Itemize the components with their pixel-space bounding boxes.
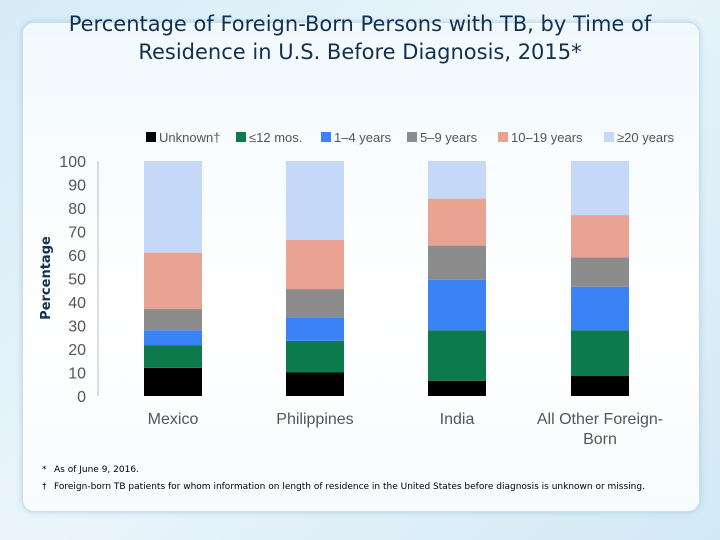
y-axis-label: Percentage — [39, 236, 54, 320]
legend-label: 1–4 years — [334, 130, 392, 145]
y-axis: 0 10 20 30 40 50 60 70 80 90 100 — [59, 154, 99, 406]
x-category-label: All Other Foreign-Born — [537, 411, 663, 448]
bar-segment — [428, 161, 486, 199]
bar-segment — [144, 330, 202, 346]
y-tick-label: 0 — [77, 389, 86, 406]
y-tick-label: 10 — [68, 366, 86, 383]
bar-segment — [428, 245, 486, 280]
footnote-1-mark: * — [42, 465, 47, 475]
bar-segment — [428, 330, 486, 381]
x-category-label: Mexico — [148, 411, 199, 428]
bar-segment — [286, 340, 344, 373]
bar-segment — [571, 215, 629, 258]
legend-swatch — [407, 132, 417, 142]
bar-segment — [428, 198, 486, 246]
bar-segment — [428, 380, 486, 396]
y-tick-label: 80 — [68, 201, 86, 218]
bar-segment — [286, 317, 344, 341]
bar-segment — [428, 279, 486, 331]
legend-swatch — [146, 132, 156, 142]
bar-segment — [286, 289, 344, 318]
y-tick-label: 90 — [68, 178, 86, 195]
bar-segment — [286, 239, 344, 290]
legend-swatch — [498, 132, 508, 142]
y-tick-label: 20 — [68, 342, 86, 359]
bar-segment — [144, 252, 202, 310]
y-tick-label: 50 — [68, 272, 86, 289]
legend-label: ≥20 years — [617, 130, 674, 145]
bars — [144, 161, 629, 396]
x-axis-categories: Mexico Philippines India All Other Foreign-… — [148, 411, 663, 448]
bar-segment — [286, 161, 344, 240]
bar-segment — [144, 309, 202, 331]
bar-segment — [144, 345, 202, 368]
y-tick-label: 30 — [68, 319, 86, 336]
x-category-label: Philippines — [276, 411, 353, 428]
y-tick-label: 100 — [59, 154, 86, 171]
y-tick-label: 60 — [68, 248, 86, 265]
bar-segment — [144, 161, 202, 253]
y-tick-label: 40 — [68, 295, 86, 312]
footnotes: * As of June 9, 2016. † Foreign-born TB pa… — [42, 462, 692, 496]
footnote-2: † Foreign-born TB patients for whom infor… — [42, 479, 692, 496]
legend-label: 5–9 years — [420, 130, 478, 145]
footnote-2-mark: † — [42, 482, 47, 492]
bar-segment — [571, 330, 629, 377]
bar-segment — [144, 367, 202, 396]
footnote-1: * As of June 9, 2016. — [42, 462, 692, 479]
chart-title: Percentage of Foreign-Born Persons with … — [68, 12, 652, 64]
bar-segment — [571, 161, 629, 216]
legend: Unknown† ≤12 mos. 1–4 years 5–9 years 10–19 … — [146, 130, 674, 145]
x-category-label: India — [440, 411, 475, 428]
footnote-1-text: As of June 9, 2016. — [54, 465, 139, 475]
legend-label: Unknown† — [159, 130, 220, 145]
bar-segment — [286, 372, 344, 396]
bar-segment — [571, 286, 629, 331]
legend-swatch — [321, 132, 331, 142]
footnote-2-text: Foreign-born TB patients for whom inform… — [54, 482, 645, 492]
bar-segment — [571, 257, 629, 287]
legend-label: ≤12 mos. — [249, 130, 302, 145]
y-tick-label: 70 — [68, 225, 86, 242]
legend-swatch — [604, 132, 614, 142]
bar-segment — [571, 376, 629, 396]
legend-label: 10–19 years — [511, 130, 583, 145]
legend-swatch — [236, 132, 246, 142]
